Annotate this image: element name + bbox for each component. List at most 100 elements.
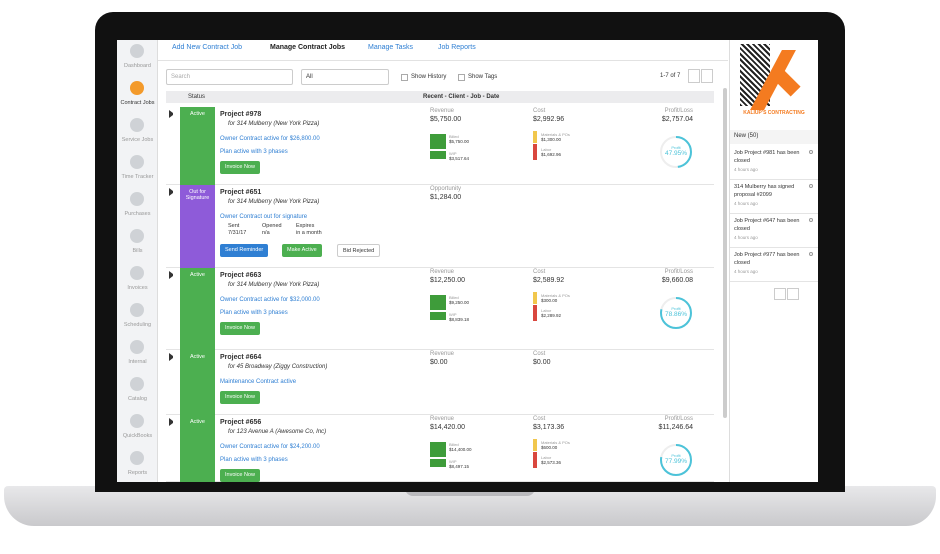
revenue-bar	[430, 295, 446, 310]
nav-icon[interactable]	[130, 377, 144, 391]
action-button[interactable]: Invoice Now	[220, 391, 260, 404]
action-button[interactable]: Invoice Now	[220, 322, 260, 335]
nav-icon[interactable]	[130, 155, 144, 169]
contract-link[interactable]: Plan active with 3 phases	[220, 149, 288, 155]
nav-icon[interactable]	[130, 451, 144, 465]
nav-label[interactable]: Scheduling	[123, 322, 152, 328]
nav-label[interactable]: Invoices	[127, 285, 148, 291]
gauge-value: 47.95%	[664, 150, 688, 157]
revenue-bar	[430, 134, 446, 149]
notification[interactable]: Job Project #977 has been closed 4 hours …	[730, 249, 818, 282]
notification-text: Job Project #981 has been closed	[734, 150, 800, 164]
bar-label: Materials & POs	[541, 293, 570, 298]
nav-icon[interactable]	[130, 340, 144, 354]
project-name[interactable]: Project #656	[220, 419, 262, 426]
project-name[interactable]: Project #663	[220, 272, 262, 279]
contract-link[interactable]: Maintenance Contract active	[220, 379, 297, 385]
bar-value: $5,750.00	[449, 139, 470, 144]
action-button[interactable]: Send Reminder	[220, 244, 269, 257]
revenue-bar	[430, 459, 446, 467]
tab[interactable]: Job Reports	[438, 44, 476, 51]
contract-link[interactable]: Owner Contract active for $32,000.00	[220, 297, 320, 303]
next-page[interactable]	[787, 288, 799, 300]
prev-page[interactable]	[688, 69, 700, 83]
tab[interactable]: Manage Tasks	[368, 44, 414, 51]
sort-header[interactable]: Recent - Client - Job - Date	[423, 94, 500, 100]
cost-bar	[533, 292, 537, 304]
cost-bar	[533, 131, 537, 143]
dismiss-dot[interactable]	[809, 184, 813, 188]
cost-label: Cost	[533, 269, 546, 275]
revenue-bar	[430, 312, 446, 320]
revenue: $0.00	[430, 359, 448, 366]
nav-icon[interactable]	[130, 118, 144, 132]
nav-label[interactable]: Service Jobs	[121, 137, 154, 143]
nav-label[interactable]: Reports	[127, 470, 148, 476]
notification[interactable]: Job Project #981 has been closed 4 hours …	[730, 147, 818, 180]
nav-label[interactable]: Internal	[128, 359, 147, 365]
contract-link[interactable]: Owner Contract out for signature	[220, 214, 308, 220]
action-button[interactable]: Invoice Now	[220, 469, 260, 482]
bar-label: WIP	[449, 459, 457, 464]
notification[interactable]: Job Project #647 has been closed 4 hours …	[730, 215, 818, 248]
nav-icon[interactable]	[130, 414, 144, 428]
bar-label: Materials & POs	[541, 440, 570, 445]
contract-link[interactable]: Plan active with 3 phases	[220, 310, 288, 316]
dismiss-dot[interactable]	[809, 252, 813, 256]
logo-stroke	[769, 65, 801, 97]
nav-icon[interactable]	[130, 303, 144, 317]
nav-icon[interactable]	[130, 44, 144, 58]
panel-header: New (50)	[730, 130, 818, 144]
tags-label[interactable]: Show Tags	[468, 74, 498, 80]
project-name[interactable]: Project #664	[220, 354, 262, 361]
project-name[interactable]: Project #651	[220, 189, 262, 196]
nav-label[interactable]: Time Tracker	[121, 174, 154, 180]
nav-label[interactable]: Dashboard	[124, 63, 151, 69]
tab[interactable]: Manage Contract Jobs	[270, 44, 346, 51]
prev-page[interactable]	[774, 288, 786, 300]
nav-label[interactable]: Contract Jobs	[120, 100, 155, 106]
cost-bar	[533, 452, 537, 468]
contract-link[interactable]: Owner Contract active for $26,800.00	[220, 136, 320, 142]
nav-label[interactable]: QuickBooks	[122, 433, 153, 439]
cost: $3,173.36	[533, 424, 565, 431]
status-label: Active	[190, 272, 205, 278]
expand-arrow[interactable]	[169, 110, 175, 118]
action-button[interactable]: Invoice Now	[220, 161, 260, 174]
nav-icon[interactable]	[130, 81, 144, 95]
checkbox[interactable]	[401, 74, 408, 81]
contract-link[interactable]: Owner Contract active for $24,200.00	[220, 444, 320, 450]
detail-label: Opened	[262, 223, 282, 229]
bar-value: $600.00	[541, 445, 558, 450]
sidebar: Dashboard Contract Jobs Service Jobs Time T…	[117, 40, 158, 482]
logo-text: KALIUP'S CONTRACTING	[743, 110, 805, 116]
search-box[interactable]: Search	[166, 69, 293, 85]
action-button[interactable]: Make Active	[282, 244, 322, 257]
history-label[interactable]: Show History	[411, 74, 447, 80]
next-page[interactable]	[701, 69, 713, 83]
expand-arrow[interactable]	[169, 271, 175, 279]
nav-label[interactable]: Purchases	[124, 211, 151, 217]
dismiss-dot[interactable]	[809, 150, 813, 154]
bar-label: Labor	[541, 455, 552, 460]
status-select[interactable]: All	[301, 69, 389, 85]
checkbox[interactable]	[458, 74, 465, 81]
contract-link[interactable]: Plan active with 3 phases	[220, 457, 288, 463]
status-cell: Active	[180, 268, 215, 350]
expand-arrow[interactable]	[169, 188, 175, 196]
nav-icon[interactable]	[130, 229, 144, 243]
job-row: Out for Signature Project #651 for 314 Mul…	[166, 185, 714, 268]
notification[interactable]: 314 Mulberry has signed proposal #2099 4 …	[730, 181, 818, 214]
action-button[interactable]: Bid Rejected	[337, 244, 381, 257]
tab[interactable]: Add New Contract Job	[172, 44, 243, 51]
notification-text: Job Project #977 has been closed	[734, 252, 800, 266]
nav-icon[interactable]	[130, 192, 144, 206]
bar-value: $8,497.15	[449, 464, 470, 469]
dismiss-dot[interactable]	[809, 218, 813, 222]
nav-icon[interactable]	[130, 266, 144, 280]
nav-label[interactable]: Catalog	[128, 396, 147, 402]
expand-arrow[interactable]	[169, 353, 175, 361]
nav-label[interactable]: Bills	[132, 248, 143, 254]
expand-arrow[interactable]	[169, 418, 175, 426]
project-name[interactable]: Project #978	[220, 111, 262, 118]
